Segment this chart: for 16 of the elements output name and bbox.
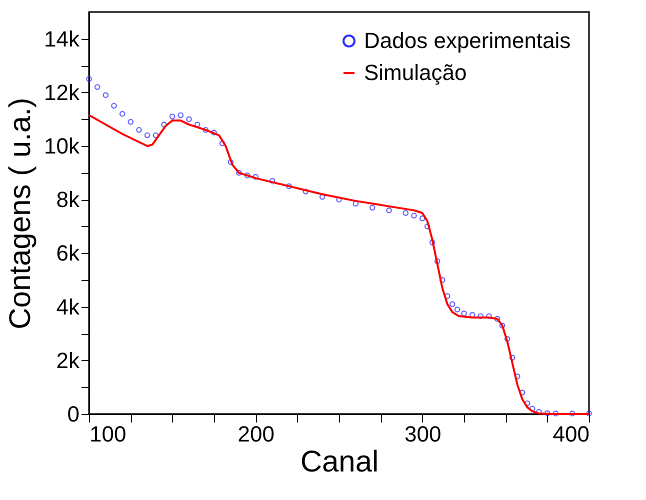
y-axis-title: Contagens ( u.a.) xyxy=(4,98,38,330)
x-tick-label: 400 xyxy=(552,422,590,446)
x-tick-label: 100 xyxy=(90,422,126,446)
y-tick-label: 8k xyxy=(56,187,80,212)
x-axis-title: Canal xyxy=(300,446,379,478)
y-tick-label: 14k xyxy=(44,26,80,52)
y-tick-label: 0 xyxy=(67,402,80,426)
x-tick-label: 300 xyxy=(404,422,442,446)
x-tick-label: 200 xyxy=(238,422,275,446)
y-tick-label: 12k xyxy=(44,80,80,105)
legend-label: Simulação xyxy=(364,60,467,85)
y-tick-label: 6k xyxy=(56,240,80,266)
y-tick-label: 2k xyxy=(56,348,80,373)
y-tick-label: 4k xyxy=(56,294,80,320)
legend-label: Dados experimentais xyxy=(364,28,571,53)
y-tick-label: 10k xyxy=(44,134,80,158)
